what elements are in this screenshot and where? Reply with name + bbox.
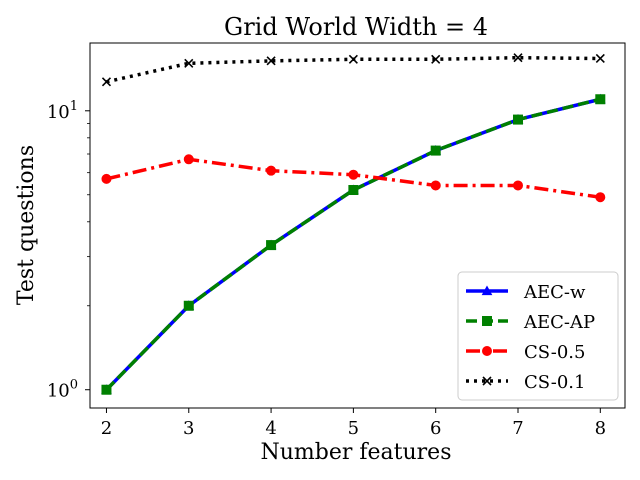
plot-frame <box>89 42 626 409</box>
data-point-aec-ap <box>430 145 441 156</box>
x-axis-label: Number features <box>260 440 451 465</box>
legend-item-cs-0-1: CS-0.1 <box>466 372 585 393</box>
marker-stroke <box>595 53 605 64</box>
y-tick-label: 101 <box>47 99 78 123</box>
data-point-cs-0-1 <box>513 53 523 63</box>
x-tick-label: 3 <box>183 418 194 439</box>
legend-item-cs-0-5: CS-0.5 <box>466 342 585 363</box>
marker-stroke <box>482 376 492 386</box>
marker-stroke <box>101 77 112 87</box>
data-point-cs-0-5 <box>513 180 523 191</box>
series-cs-0-5 <box>101 154 606 203</box>
legend-label: AEC-w <box>523 282 586 303</box>
x-tick-label: 5 <box>348 418 359 439</box>
marker-stroke <box>348 54 358 64</box>
marker-stroke <box>184 58 194 68</box>
y-axis-label: Test questions <box>14 145 39 305</box>
data-point-cs-0-5 <box>595 192 606 203</box>
data-point-cs-0-5 <box>183 154 194 165</box>
data-point-cs-0-1 <box>348 54 358 64</box>
x-tick-label: 2 <box>101 418 112 439</box>
y-tick-label: 100 <box>47 378 78 402</box>
data-point-aec-ap <box>101 384 112 395</box>
data-point-cs-0-5 <box>348 169 359 180</box>
data-point-cs-0-1 <box>266 56 276 66</box>
data-point-aec-ap <box>266 240 277 251</box>
x-tick-label: 6 <box>430 418 441 439</box>
data-point-cs-0-5 <box>430 180 441 191</box>
marker-stroke <box>266 56 276 66</box>
legend-box <box>457 271 619 401</box>
legend-item-aec-ap: AEC-AP <box>466 312 595 333</box>
marker-stroke <box>431 54 441 64</box>
data-point-cs-0-1 <box>101 77 112 87</box>
data-point-aec-ap <box>595 94 606 105</box>
legend-label: CS-0.1 <box>524 372 585 393</box>
data-point-cs-0-5 <box>266 165 277 176</box>
marker-stroke <box>513 53 523 63</box>
legend: AEC-w AEC-AP CS-0.5 CS-0.1 <box>457 271 619 401</box>
legend-swatch-marker <box>482 376 492 386</box>
legend-swatch-marker <box>482 346 492 356</box>
legend-swatch-marker <box>481 285 493 296</box>
data-point-cs-0-1 <box>431 54 441 64</box>
x-tick-label: 8 <box>595 418 606 439</box>
data-point-cs-0-1 <box>184 58 194 68</box>
legend-label: AEC-AP <box>523 312 595 333</box>
chart-title: Grid World Width = 4 <box>224 13 488 41</box>
series-line-cs-0-1 <box>106 55 601 84</box>
legend-swatch-marker <box>482 316 492 326</box>
series-aec-ap <box>101 94 606 395</box>
legend-item-aec-w: AEC-w <box>466 282 586 303</box>
data-point-aec-ap <box>348 185 359 196</box>
x-tick-label: 7 <box>512 418 523 439</box>
data-point-cs-0-5 <box>101 173 112 184</box>
x-tick-label: 4 <box>265 418 276 439</box>
data-point-aec-ap <box>183 300 194 311</box>
legend-label: CS-0.5 <box>524 342 585 363</box>
data-point-aec-ap <box>513 114 523 125</box>
data-point-cs-0-1 <box>595 53 605 64</box>
plot-area: 2 3 4 5 6 7 8 100 101 <box>47 42 626 439</box>
series-cs-0-1 <box>101 53 605 87</box>
